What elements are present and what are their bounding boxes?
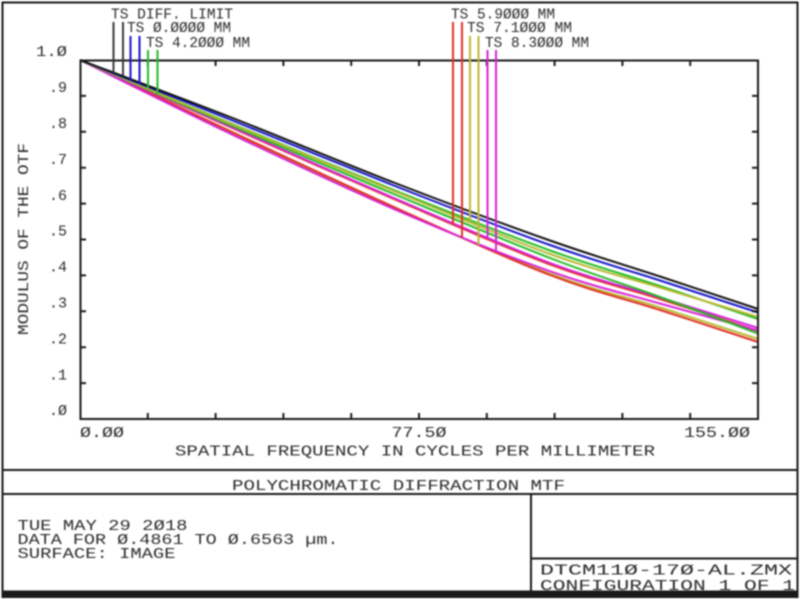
svg-text:DATA FOR Ø.4861 TO Ø.6563 µm.: DATA FOR Ø.4861 TO Ø.6563 µm. <box>18 532 339 549</box>
svg-text:.5: .5 <box>49 224 67 241</box>
svg-text:TS DIFF. LIMIT: TS DIFF. LIMIT <box>111 7 233 24</box>
svg-text:TS 4.2ØØØ MM: TS 4.2ØØØ MM <box>146 35 250 52</box>
svg-text:.4: .4 <box>49 260 67 277</box>
svg-text:TS 5.9ØØØ MM: TS 5.9ØØØ MM <box>451 7 555 24</box>
svg-text:TS 7.1ØØØ MM: TS 7.1ØØØ MM <box>467 20 572 37</box>
svg-text:.3: .3 <box>49 296 67 313</box>
svg-text:.9: .9 <box>49 80 67 97</box>
svg-text:77.5Ø: 77.5Ø <box>392 425 447 442</box>
svg-text:SURFACE: IMAGE: SURFACE: IMAGE <box>18 546 176 563</box>
svg-text:.1: .1 <box>49 367 67 384</box>
svg-text:Ø.ØØ: Ø.ØØ <box>80 425 124 442</box>
svg-text:.2: .2 <box>49 331 67 348</box>
svg-text:TUE MAY 29 2Ø18: TUE MAY 29 2Ø18 <box>18 518 188 535</box>
svg-text:.8: .8 <box>49 116 67 133</box>
svg-text:1.Ø: 1.Ø <box>36 44 67 61</box>
svg-text:.Ø: .Ø <box>49 403 67 420</box>
svg-text:.6: .6 <box>49 188 67 205</box>
svg-text:MODULUS OF THE OTF: MODULUS OF THE OTF <box>16 143 33 335</box>
svg-text:SPATIAL FREQUENCY IN CYCLES PE: SPATIAL FREQUENCY IN CYCLES PER MILLIMET… <box>175 444 655 461</box>
svg-text:155.ØØ: 155.ØØ <box>684 425 750 442</box>
svg-text:DTCM11Ø-17Ø-AL.ZMX: DTCM11Ø-17Ø-AL.ZMX <box>540 563 792 580</box>
svg-text:POLYCHROMATIC DIFFRACTION MTF: POLYCHROMATIC DIFFRACTION MTF <box>232 478 565 495</box>
svg-text:.7: .7 <box>49 152 67 169</box>
svg-text:TS Ø.ØØØØ MM: TS Ø.ØØØØ MM <box>127 20 231 37</box>
svg-text:CONFIGURATION 1 OF 1: CONFIGURATION 1 OF 1 <box>540 578 795 595</box>
svg-text:TS 8.3ØØØ MM: TS 8.3ØØØ MM <box>485 35 589 52</box>
